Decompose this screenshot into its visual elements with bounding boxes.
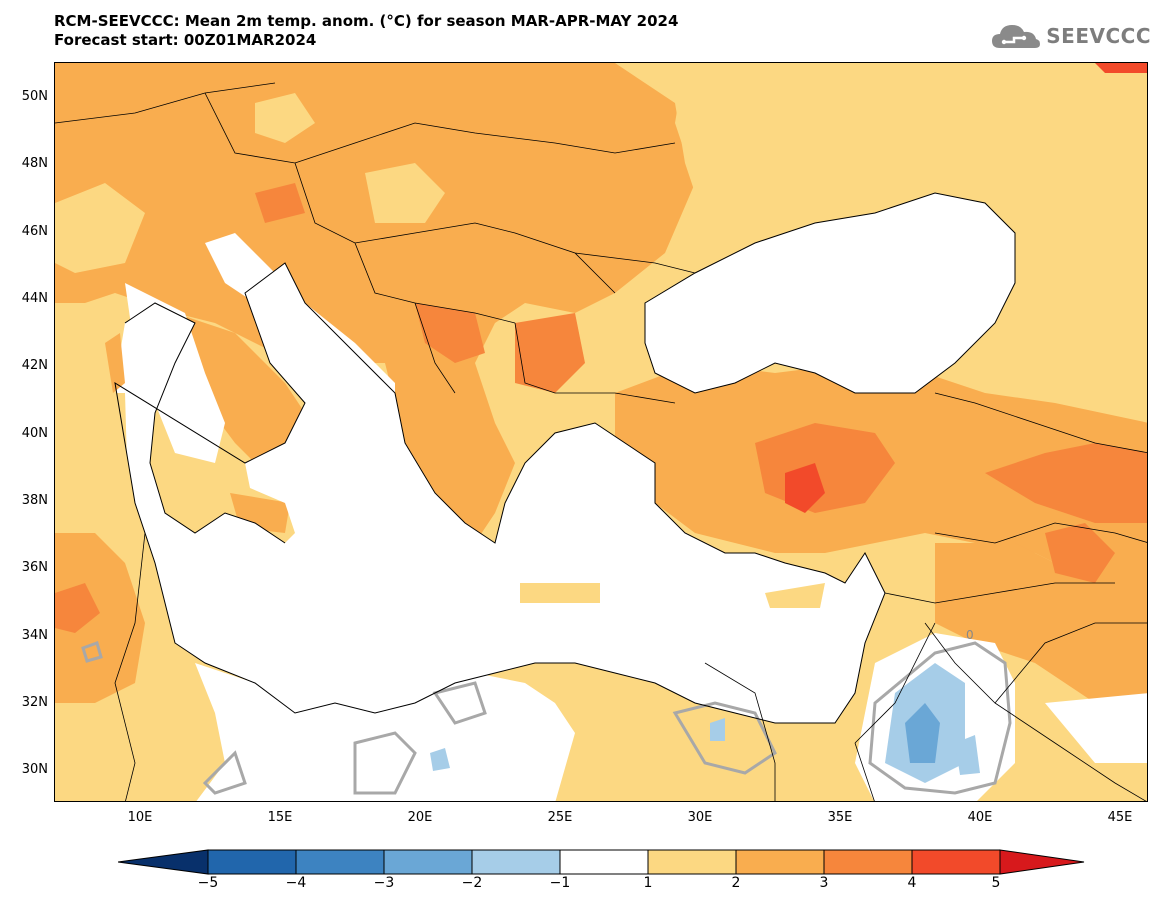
anomaly-region-1to2-austria <box>255 93 315 143</box>
anomaly-region-1to2-hungary <box>365 163 445 223</box>
chart-title: RCM-SEEVCCC: Mean 2m temp. anom. (°C) fo… <box>54 12 679 30</box>
colorbar-label: 3 <box>819 875 829 891</box>
island-crete <box>520 583 600 603</box>
lat-tick: 36N <box>21 560 48 575</box>
colorbar-segment <box>383 849 473 875</box>
anomaly-region-n1to0-egypt <box>710 718 725 741</box>
map-frame <box>54 62 1148 802</box>
lon-tick: 45E <box>1107 810 1133 825</box>
cloud-icon <box>992 25 1041 48</box>
lat-tick: 38N <box>21 493 48 508</box>
lon-tick: 15E <box>267 810 293 825</box>
lon-tick: 35E <box>827 810 853 825</box>
lat-tick: 40N <box>21 426 48 441</box>
lon-tick: 25E <box>547 810 573 825</box>
colorbar-label: −2 <box>461 875 483 891</box>
zero-contour-tunisia <box>81 641 103 663</box>
contour-label: 0 <box>966 628 974 642</box>
colorbar-segment <box>735 849 825 875</box>
lat-tick: 44N <box>21 291 48 306</box>
colorbar-label: −1 <box>549 875 571 891</box>
lat-tick: 48N <box>21 156 48 171</box>
logo: SEEVCCC <box>990 20 1151 52</box>
country-borders <box>55 82 1147 801</box>
island-sardinia <box>95 393 127 468</box>
anomaly-region-1to2-alps <box>55 183 145 273</box>
anomaly-region-4to5-ne-corner <box>1095 63 1147 73</box>
colorbar-label: −4 <box>285 875 307 891</box>
anomaly-region-3to4-romania <box>515 313 585 393</box>
colorbar-segment <box>647 849 737 875</box>
anomaly-region-3to4-syria <box>1045 523 1115 583</box>
lat-tick: 50N <box>21 89 48 104</box>
anomaly-region-3to4-germany <box>255 183 305 223</box>
colorbar-segment <box>911 849 1001 875</box>
island-corsica <box>105 333 125 393</box>
colorbar <box>118 849 1085 875</box>
colorbar-label: 4 <box>907 875 917 891</box>
anomaly-region-4to5-anatolia <box>785 463 825 513</box>
title-block: RCM-SEEVCCC: Mean 2m temp. anom. (°C) fo… <box>54 12 678 50</box>
lat-tick: 42N <box>21 358 48 373</box>
lon-tick: 10E <box>127 810 153 825</box>
lon-tick: 40E <box>967 810 993 825</box>
anomaly-map <box>55 63 1147 801</box>
anomaly-region-3to4-serbia <box>415 303 485 363</box>
lon-tick: 30E <box>687 810 713 825</box>
lat-tick: 46N <box>21 224 48 239</box>
colorbar-segment <box>471 849 561 875</box>
anomaly-region-n1to0-saudi <box>955 735 980 775</box>
lat-tick: 30N <box>21 762 48 777</box>
anomaly-region-3to4-east-turkey <box>985 443 1147 523</box>
colorbar-label: 1 <box>643 875 653 891</box>
colorbar-label: −5 <box>197 875 219 891</box>
zero-contour-egypt <box>672 701 777 775</box>
anomaly-region-2to3-balkans <box>385 363 515 543</box>
coastline-black-sea <box>644 192 1016 394</box>
colorbar-segment <box>295 849 385 875</box>
anomaly-region-n1to0-libya <box>430 748 450 771</box>
colorbar-segment <box>559 849 649 875</box>
colorbar-segment <box>207 849 297 875</box>
anomaly-region-n2to1-jordan <box>905 703 940 763</box>
zero-contour-jordan <box>868 641 1012 795</box>
colorbar-label: 5 <box>991 875 1001 891</box>
colorbar-end-low <box>118 849 209 875</box>
anomaly-region-2to3-europe <box>55 63 695 393</box>
colorbar-end-high <box>999 849 1085 875</box>
logo-text: SEEVCCC <box>1046 24 1151 48</box>
lon-tick: 20E <box>407 810 433 825</box>
zero-contour-libya <box>202 681 487 795</box>
sea-mediterranean <box>115 263 885 723</box>
lat-tick: 34N <box>21 628 48 643</box>
anomaly-region-3to4-tunisia <box>55 583 100 633</box>
island-cyprus <box>765 583 825 608</box>
anomaly-region-below1-saudi-east <box>1045 693 1147 763</box>
colorbar-label: −3 <box>373 875 395 891</box>
sea-tyrrhenian <box>125 283 225 463</box>
sea-adriatic <box>205 233 395 423</box>
lat-tick: 32N <box>21 695 48 710</box>
sea-black <box>645 193 1015 393</box>
coastline <box>114 262 886 724</box>
colorbar-segment <box>823 849 913 875</box>
forecast-start: Forecast start: 00Z01MAR2024 <box>54 31 317 49</box>
colorbar-label: 2 <box>731 875 741 891</box>
